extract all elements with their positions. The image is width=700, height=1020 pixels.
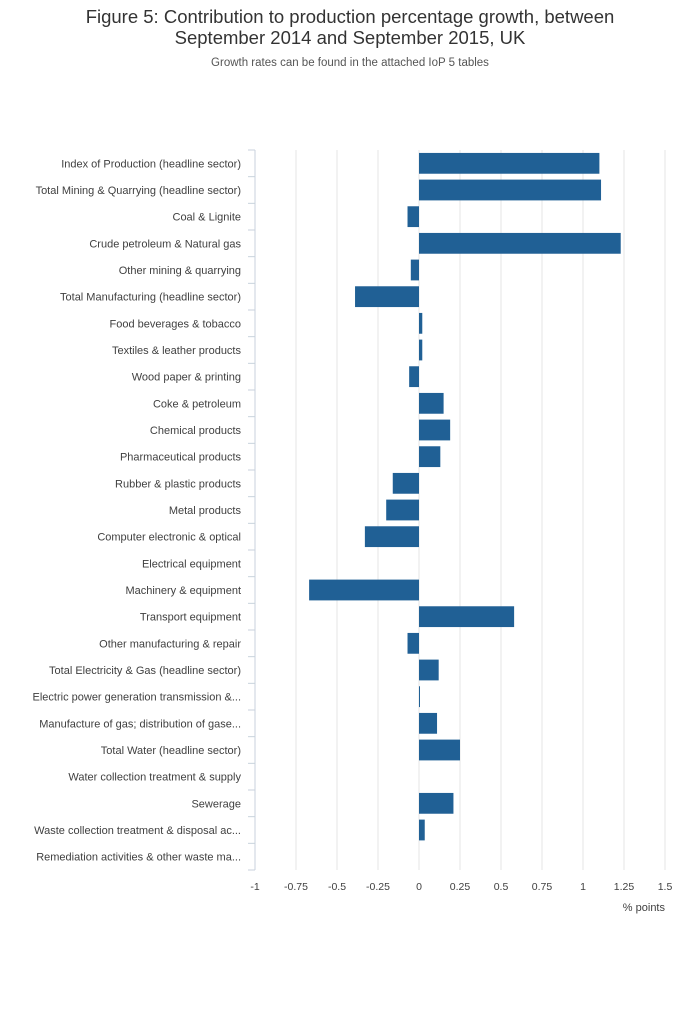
category-label-11: Pharmaceutical products	[120, 452, 242, 464]
x-tick-label-6: 0.5	[494, 881, 509, 893]
bar-10	[419, 419, 451, 441]
bar-1	[419, 179, 602, 201]
category-label-26: Remediation activities & other waste ma.…	[36, 852, 241, 864]
bar-7	[419, 339, 423, 361]
category-label-13: Metal products	[169, 505, 242, 517]
category-label-4: Other mining & quarrying	[119, 265, 241, 277]
x-tick-label-2: -0.5	[328, 881, 346, 893]
bar-19	[419, 659, 439, 681]
bar-17	[419, 606, 515, 628]
category-label-10: Chemical products	[150, 425, 242, 437]
category-label-8: Wood paper & printing	[132, 372, 241, 384]
category-label-23: Water collection treatment & supply	[68, 772, 241, 784]
category-label-12: Rubber & plastic products	[115, 478, 241, 490]
bar-11	[419, 446, 441, 468]
chart-title: Figure 5: Contribution to production per…	[0, 6, 700, 48]
bar-5	[355, 286, 419, 308]
x-tick-label-7: 0.75	[532, 881, 553, 893]
bar-14	[364, 526, 419, 548]
bar-2	[407, 206, 419, 228]
x-tick-label-1: -0.75	[284, 881, 308, 893]
category-label-3: Crude petroleum & Natural gas	[89, 238, 241, 250]
bar-12	[392, 472, 419, 494]
x-axis-title: % points	[623, 902, 666, 914]
bar-22	[419, 739, 460, 761]
x-tick-label-8: 1	[580, 881, 586, 893]
category-label-16: Machinery & equipment	[125, 585, 241, 597]
x-tick-label-3: -0.25	[366, 881, 390, 893]
category-label-21: Manufacture of gas; distribution of gase…	[39, 718, 241, 730]
bar-6	[419, 312, 423, 334]
bar-16	[309, 579, 419, 601]
category-label-25: Waste collection treatment & disposal ac…	[34, 825, 241, 837]
category-label-6: Food beverages & tobacco	[110, 318, 241, 330]
bar-18	[407, 632, 419, 654]
category-label-20: Electric power generation transmission &…	[33, 692, 241, 704]
category-label-24: Sewerage	[191, 798, 241, 810]
bar-13	[386, 499, 419, 521]
x-tick-label-9: 1.25	[614, 881, 635, 893]
category-label-17: Transport equipment	[140, 612, 241, 624]
bar-20	[419, 686, 420, 708]
category-label-2: Coal & Lignite	[173, 212, 242, 224]
bar-0	[419, 152, 600, 174]
category-label-1: Total Mining & Quarrying (headline secto…	[36, 185, 241, 197]
category-label-14: Computer electronic & optical	[97, 532, 241, 544]
chart-title-line-2: September 2014 and September 2015, UK	[174, 27, 526, 48]
category-label-5: Total Manufacturing (headline sector)	[60, 292, 241, 304]
x-tick-label-5: 0.25	[450, 881, 471, 893]
x-tick-label-10: 1.5	[658, 881, 673, 893]
category-label-0: Index of Production (headline sector)	[61, 158, 241, 170]
bar-4	[410, 259, 419, 281]
bar-3	[419, 232, 621, 254]
bar-24	[419, 792, 454, 814]
x-tick-label-4: 0	[416, 881, 422, 893]
category-label-18: Other manufacturing & repair	[99, 638, 241, 650]
x-tick-label-0: -1	[250, 881, 259, 893]
category-label-19: Total Electricity & Gas (headline sector…	[49, 665, 241, 677]
chart-subtitle: Growth rates can be found in the attache…	[211, 57, 489, 69]
bar-25	[419, 819, 425, 841]
category-label-7: Textiles & leather products	[112, 345, 242, 357]
category-label-15: Electrical equipment	[142, 558, 241, 570]
category-label-22: Total Water (headline sector)	[101, 745, 241, 757]
bar-9	[419, 392, 444, 414]
chart-title-line-1: Figure 5: Contribution to production per…	[85, 6, 615, 27]
bar-8	[409, 366, 419, 388]
bar-21	[419, 712, 438, 734]
category-label-9: Coke & petroleum	[153, 398, 241, 410]
